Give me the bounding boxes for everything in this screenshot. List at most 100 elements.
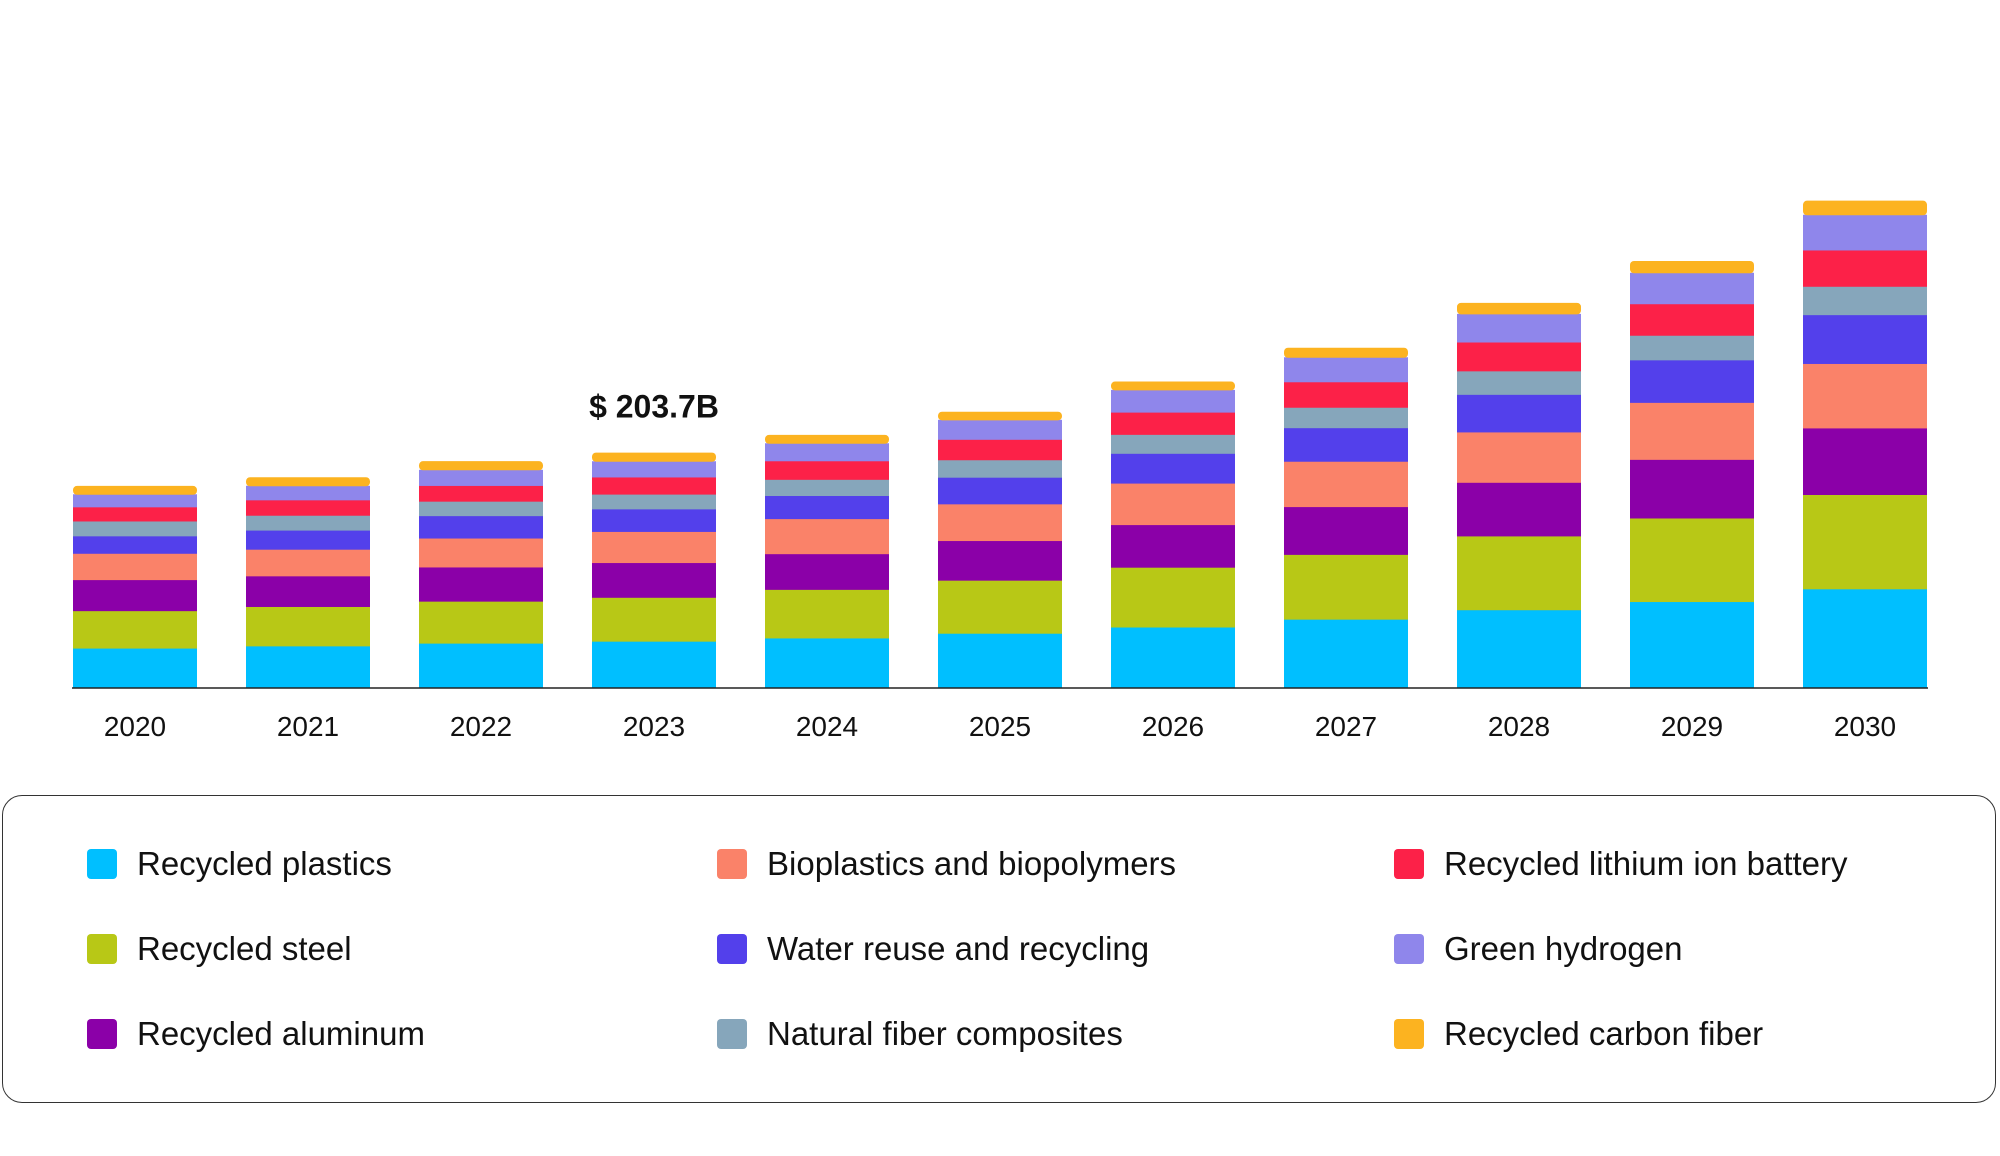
bar-segment: [73, 553, 197, 581]
bar-segment: [1284, 461, 1408, 508]
bar-segment: [765, 553, 889, 590]
bar-segment: [1111, 567, 1235, 628]
legend-swatch: [717, 849, 747, 879]
bar-segment: [73, 535, 197, 554]
bar-segment: [1111, 412, 1235, 435]
bar-segment: [419, 566, 543, 602]
x-tick-label: 2027: [1315, 711, 1377, 742]
bar-segment: [592, 494, 716, 510]
bar-segment: [246, 515, 370, 531]
bar-segment: [592, 531, 716, 564]
bar-segment: [1111, 381, 1235, 391]
bar-segment: [1284, 357, 1408, 383]
legend-item: Natural fiber composites: [717, 1014, 1123, 1054]
legend-item: Recycled lithium ion battery: [1394, 844, 1848, 884]
stacked-bar-chart: 2020 2021 2022 2023 2024 2025 2026 2027 2028 2029…: [72, 200, 1928, 742]
x-tick-label: 2026: [1142, 711, 1204, 742]
bar-segment: [938, 459, 1062, 478]
bar-segment: [1630, 303, 1754, 336]
bar-segment: [246, 477, 370, 487]
bar-segment: [246, 530, 370, 550]
legend-swatch: [717, 1019, 747, 1049]
bar-segment: [1803, 588, 1927, 689]
bar-segment: [1111, 453, 1235, 484]
bar-segment: [246, 549, 370, 577]
bar-segment: [1630, 335, 1754, 361]
bar-segment: [938, 477, 1062, 505]
bar-segment: [1630, 601, 1754, 689]
bar-segment: [1630, 402, 1754, 460]
bar-segment: [592, 508, 716, 532]
bar-segment: [1284, 407, 1408, 429]
bar-segment: [1803, 249, 1927, 287]
legend-label: Recycled lithium ion battery: [1444, 845, 1848, 882]
bar-segment: [592, 641, 716, 689]
bar-segment: [765, 589, 889, 639]
bar-segment: [1457, 370, 1581, 395]
legend-label: Recycled aluminum: [137, 1015, 425, 1052]
legend-label: Recycled carbon fiber: [1444, 1015, 1764, 1052]
bar-segment: [246, 499, 370, 516]
bar-segment: [246, 606, 370, 647]
legend-label: Recycled steel: [137, 930, 352, 967]
bar-segment: [1630, 517, 1754, 603]
bar-segment: [592, 476, 716, 495]
bar-segment: [1457, 342, 1581, 372]
bar-segment: [419, 601, 543, 644]
bar-segment: [765, 443, 889, 462]
bar-segment: [765, 479, 889, 497]
bar-segment: [592, 461, 716, 478]
x-tick-label: 2023: [623, 711, 685, 742]
bar-segment: [73, 610, 197, 649]
bar-segment: [1803, 494, 1927, 590]
bar-segment: [765, 495, 889, 520]
legend-item: Water reuse and recycling: [717, 929, 1149, 969]
bar-segment: [1803, 314, 1927, 364]
bar-segment: [938, 503, 1062, 542]
legend-label: Water reuse and recycling: [767, 930, 1150, 967]
bar-segment: [938, 580, 1062, 634]
bar-segment: [1630, 272, 1754, 305]
bar-segment: [1284, 619, 1408, 689]
bar-segment: [1630, 459, 1754, 519]
legend-item: Recycled steel: [87, 929, 352, 969]
legend-swatch: [1394, 1019, 1424, 1049]
bar-segment: [938, 540, 1062, 581]
bar-segment: [246, 645, 370, 689]
bar-segment: [592, 597, 716, 642]
bar-segment: [73, 579, 197, 612]
bar-segment: [1803, 286, 1927, 316]
x-tick-label: 2025: [969, 711, 1031, 742]
legend-label: Recycled plastics: [137, 845, 392, 882]
bar-segment: [73, 520, 197, 537]
legend-swatch: [717, 934, 747, 964]
x-tick-label: 2021: [277, 711, 339, 742]
legend-swatch: [87, 934, 117, 964]
bar-segment: [592, 562, 716, 598]
legend-item: Recycled plastics: [87, 844, 392, 884]
legend-swatch: [1394, 849, 1424, 879]
bar-segment: [1457, 302, 1581, 315]
bar-segment: [1457, 431, 1581, 483]
bar-segment: [1803, 200, 1927, 216]
bar-group: [73, 200, 1927, 689]
bar-segment: [246, 485, 370, 501]
legend-swatch: [1394, 934, 1424, 964]
bar-segment: [1284, 381, 1408, 408]
bar-segment: [1803, 427, 1927, 495]
legend-label: Bioplastics and biopolymers: [767, 845, 1177, 882]
bar-segment: [1284, 427, 1408, 462]
bar-segment: [73, 648, 197, 689]
bar-segment: [419, 461, 543, 471]
bar-segment: [419, 643, 543, 689]
bar-segment: [765, 518, 889, 555]
bar-segment: [419, 469, 543, 486]
bar-segment: [1111, 389, 1235, 413]
bar-segment: [419, 538, 543, 568]
bar-segment: [1284, 554, 1408, 620]
bar-segment: [765, 637, 889, 689]
bar-segment: [1803, 214, 1927, 251]
legend-label: Natural fiber composites: [767, 1015, 1123, 1052]
bar-segment: [1111, 434, 1235, 454]
bar-segment: [938, 419, 1062, 440]
